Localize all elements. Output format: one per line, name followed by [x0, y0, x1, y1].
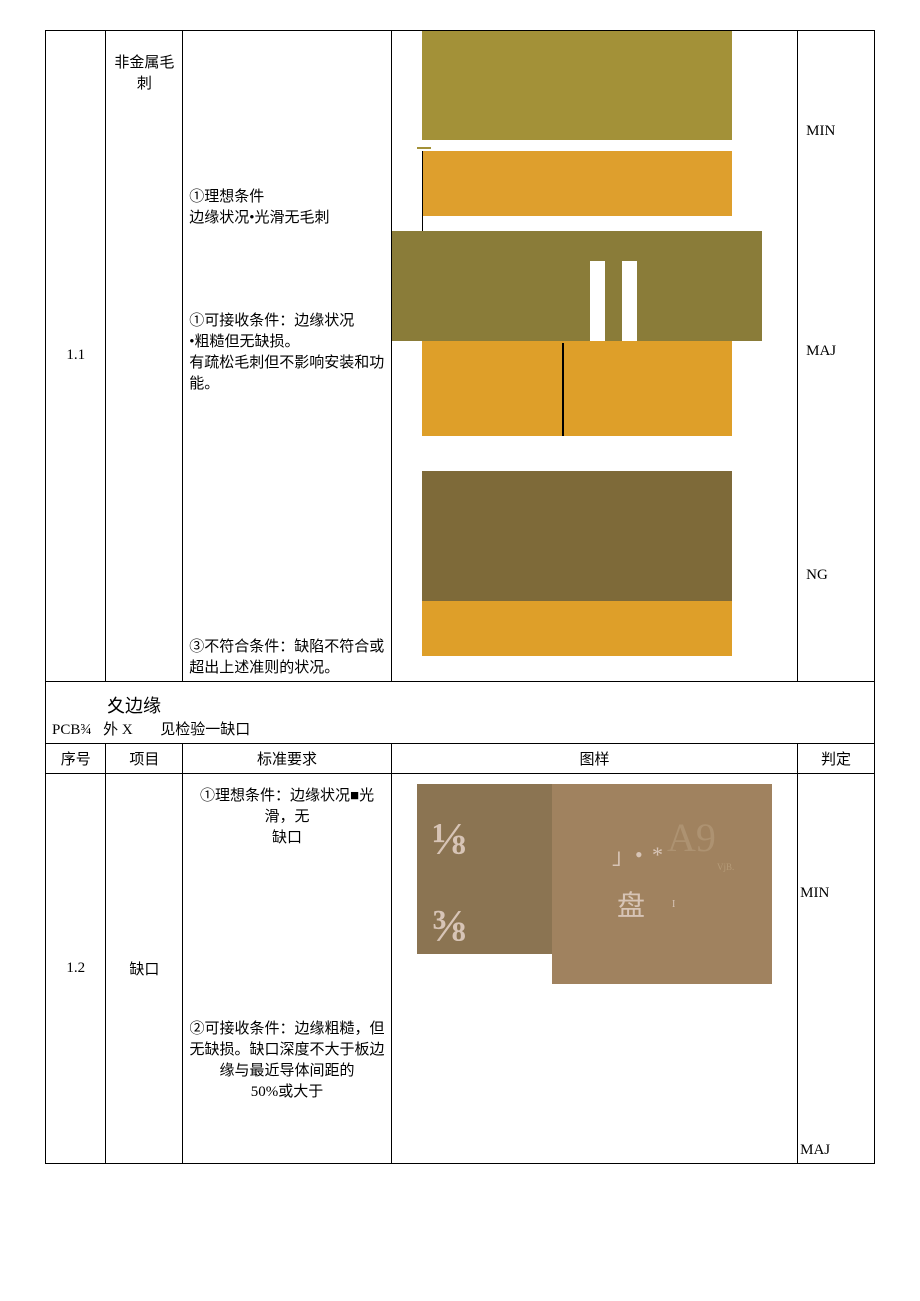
req-1.1-1: ①理想条件 边缘状况•光滑无毛刺 — [183, 31, 392, 232]
fig-1.1-2 — [391, 231, 797, 471]
judge-1.2-maj: MAJ — [798, 1013, 875, 1163]
inspection-table: 1.1 非金属毛刺 ①理想条件 边缘状况•光滑无毛刺 MIN ①可接收条件：边缘… — [45, 30, 875, 1164]
req-1.2-1: ①理想条件：边缘状况■光滑，无 缺口 — [183, 773, 392, 1013]
header-row: 序号 项目 标准要求 图样 判定 — [46, 743, 875, 773]
fig-1.1-3 — [391, 471, 797, 681]
hdr-judge: 判定 — [798, 743, 875, 773]
seq-1.1: 1.1 — [46, 31, 106, 682]
hdr-req: 标准要求 — [183, 743, 392, 773]
req-1.1-3: ③不符合条件：缺陷不符合或超出上述准则的状况。 — [183, 471, 392, 681]
req-1.1-2: ①可接收条件：边缘状况 •粗糙但无缺损。 有疏松毛刺但不影响安装和功能。 — [183, 231, 392, 471]
judge-min: MIN — [798, 31, 875, 232]
hdr-seq: 序号 — [46, 743, 106, 773]
item-1.2: 缺口 — [106, 773, 183, 1163]
judge-1.2-min: MIN — [798, 773, 875, 1013]
fig-1.2: ⅛ ⅜ A9 」 • * VjB. 盘 I — [391, 773, 797, 1163]
hdr-fig: 图样 — [391, 743, 797, 773]
fig-1.1-1 — [391, 31, 797, 232]
section-title: 夊边缘 PCB¾ 外 X 见检验一缺口 — [46, 681, 875, 743]
judge-ng: NG — [798, 471, 875, 681]
req-1.2-2: ②可接收条件：边缘粗糙，但无缺损。缺口深度不大于板边缘与最近导体间距的 50%或… — [183, 1013, 392, 1163]
judge-maj: MAJ — [798, 231, 875, 471]
item-1.1: 非金属毛刺 — [106, 31, 183, 682]
hdr-item: 项目 — [106, 743, 183, 773]
seq-1.2: 1.2 — [46, 773, 106, 1163]
